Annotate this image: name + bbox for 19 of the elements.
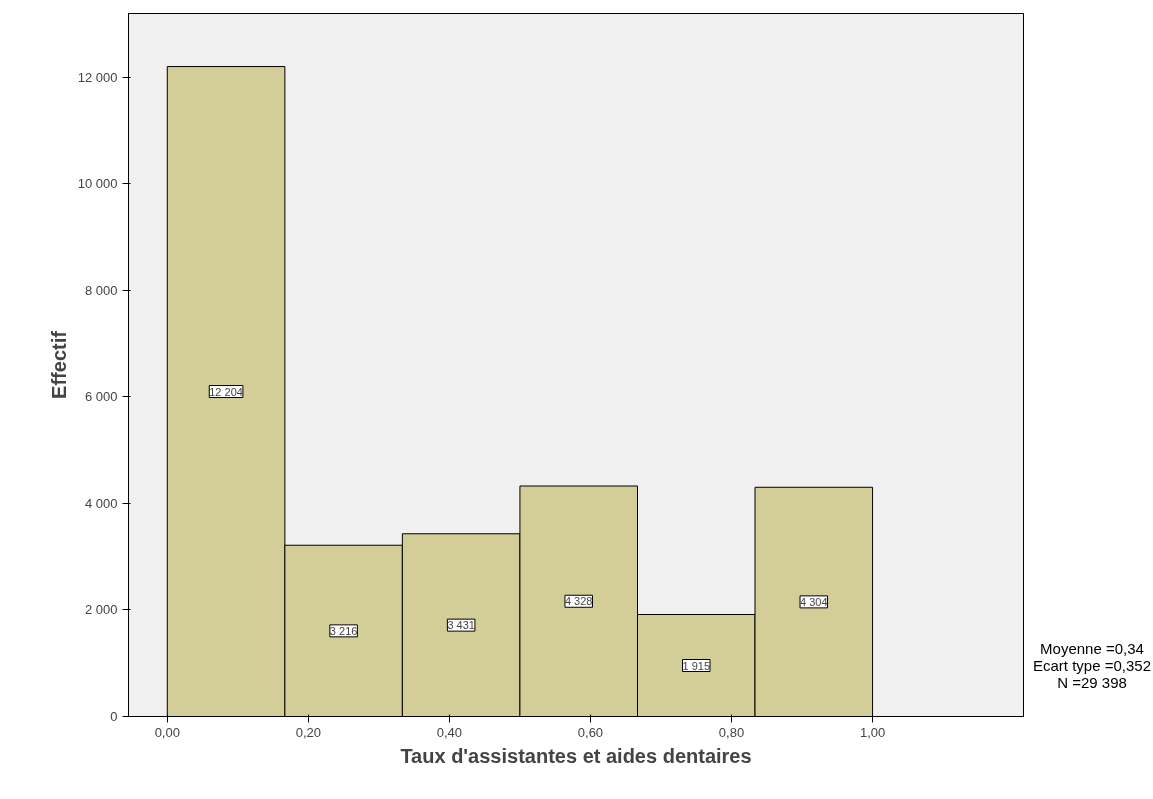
text: N =29 398 (1057, 674, 1127, 691)
y-axis-title: Effectif (47, 330, 70, 399)
x-tick-label: 0,00 (154, 724, 180, 740)
x-axis-title: Taux d'assistantes et aides dentaires (400, 744, 752, 767)
y-tick-label: 6 000 (84, 389, 118, 405)
y-tick-label: 10 000 (77, 176, 118, 192)
x-tick-label: 0,20 (295, 724, 322, 740)
x-tick-label: 0,80 (718, 724, 745, 740)
text: Ecart type =0,352 (1033, 657, 1151, 674)
x-tick-label: 0,40 (436, 724, 463, 740)
x-tick-label: 1,00 (859, 724, 886, 740)
x-tick-label: 0,60 (577, 724, 604, 740)
y-tick-label: 2 000 (84, 602, 118, 618)
y-tick-label: 0 (110, 709, 118, 724)
data-label: 3 216 (329, 624, 358, 637)
text: Moyenne =0,34 (1040, 640, 1144, 657)
y-tick-label: 8 000 (84, 282, 118, 298)
y-tick-label: 4 000 (84, 495, 118, 511)
y-tick-label: 12 000 (77, 69, 118, 85)
